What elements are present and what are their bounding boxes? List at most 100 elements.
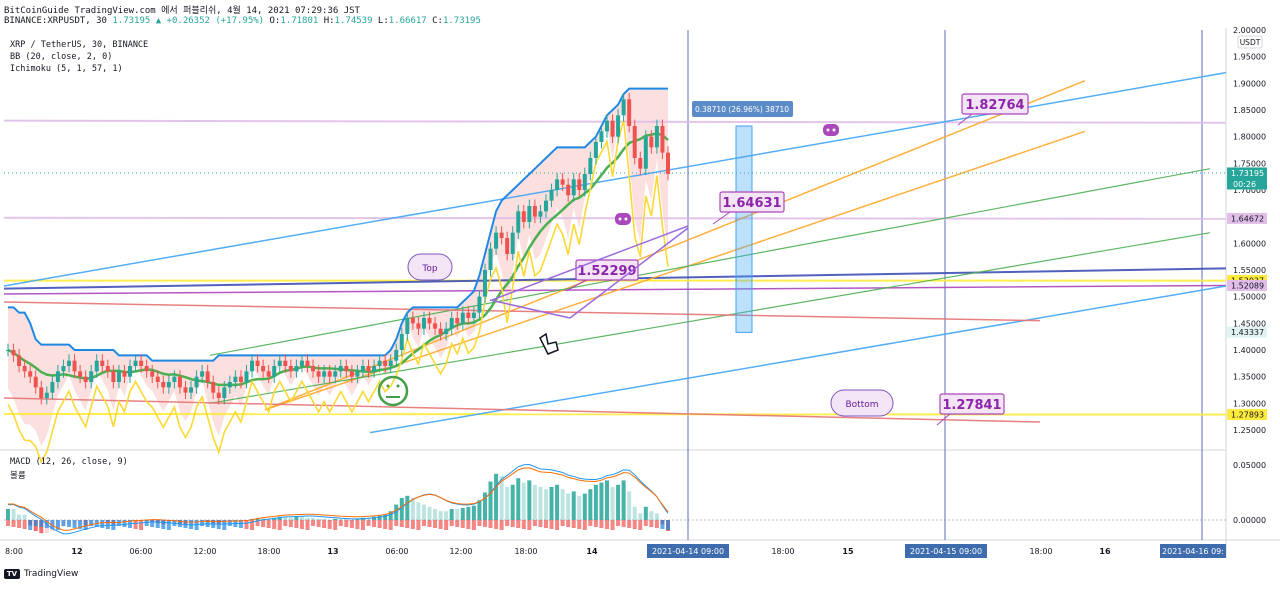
legend-ichimoku[interactable]: Ichimoku (5, 1, 57, 1): [10, 64, 123, 74]
candle-body: [22, 366, 27, 372]
volume-bar: [28, 520, 33, 530]
time-highlight-label: 2021-04-14 09:00: [652, 547, 724, 556]
footer-brand[interactable]: TradingView: [24, 569, 79, 579]
macd-bar: [555, 484, 560, 520]
volume-bar: [139, 520, 144, 530]
signal-line: [8, 467, 669, 531]
macd-bar: [288, 517, 293, 520]
candle-body: [477, 296, 482, 313]
legend-pair[interactable]: XRP / TetherUS, 30, BINANCE: [10, 40, 149, 50]
price-tick-label: 1.90000: [1233, 79, 1266, 88]
green-upper-line: [209, 168, 1211, 356]
volume-bar: [421, 520, 426, 526]
candle-body: [471, 312, 476, 318]
price-tag-box: [1227, 326, 1267, 338]
candle-body: [555, 179, 560, 190]
candle-body: [505, 238, 510, 254]
macd-bar: [261, 517, 266, 520]
low-label: L:: [377, 16, 389, 26]
candle-body: [222, 387, 227, 398]
volume-bar: [377, 520, 382, 528]
volume-bar: [499, 520, 504, 530]
candle-body: [205, 371, 210, 382]
change-label: 1.73195 ▲ +0.26352 (+17.95%): [112, 16, 265, 26]
price-tick-label: 1.80000: [1233, 133, 1266, 142]
candle-body: [294, 366, 299, 372]
candle-body: [255, 360, 260, 366]
volume-bar: [455, 520, 460, 527]
measure-label: 0.38710 (26.96%) 38710: [695, 105, 789, 114]
volume-bar: [477, 520, 482, 526]
volume-bar: [405, 520, 410, 528]
time-highlight-box: [1160, 544, 1226, 558]
macd-bar: [421, 504, 426, 520]
candle-body: [211, 382, 216, 393]
symbol-label: BINANCE:XRPUSDT, 30: [4, 16, 107, 26]
candle-body: [377, 360, 382, 366]
candle-body: [649, 136, 654, 148]
macd-bar: [532, 484, 537, 520]
volume-bar: [322, 520, 327, 528]
macd-bar: [599, 482, 604, 520]
macd-bar: [11, 509, 16, 520]
candle-body: [89, 371, 94, 382]
volume-bar: [416, 520, 421, 530]
candle-body: [67, 360, 72, 366]
volume-bar: [505, 520, 510, 526]
candle-body: [166, 382, 171, 388]
callout-label-0: 1.82764: [965, 98, 1024, 113]
macd-bar: [449, 509, 454, 520]
candle-body: [133, 360, 138, 366]
neutral-face-eye-icon: [396, 384, 400, 388]
price-tick-label: 1.85000: [1233, 106, 1266, 115]
legend-macd[interactable]: MACD (12, 26, close, 9): [10, 457, 128, 467]
macd-bar: [17, 514, 22, 520]
macd-bar: [521, 482, 526, 520]
volume-bar: [471, 520, 476, 530]
legend-bb[interactable]: BB (20, close, 2, 0): [10, 52, 113, 62]
volume-bar: [360, 520, 365, 530]
macd-bar: [311, 517, 316, 520]
candle-body: [610, 120, 615, 137]
macd-tick-label: 0.00000: [1233, 516, 1266, 525]
volume-bar: [55, 520, 60, 530]
macd-bar: [427, 506, 432, 520]
candle-body: [344, 366, 349, 372]
candle-body: [72, 360, 77, 372]
volume-bar: [372, 520, 377, 527]
macd-bar: [510, 484, 515, 520]
bb-upper-line: [8, 87, 668, 362]
volume-bar: [366, 520, 371, 526]
price-tag-box: [1227, 280, 1267, 292]
macd-histogram: [6, 473, 670, 534]
macd-bar: [344, 518, 349, 520]
candle-body: [510, 232, 515, 254]
candle-body: [599, 131, 604, 142]
volume-bar: [599, 520, 604, 528]
macd-bar: [560, 489, 565, 520]
macd-bar: [333, 518, 338, 520]
macd-bar: [366, 517, 371, 520]
volume-bar: [571, 520, 576, 528]
macd-bar: [322, 518, 327, 520]
volume-bar: [283, 520, 288, 526]
price-tick-label: 1.55000: [1233, 266, 1266, 275]
macd-bar: [516, 478, 521, 520]
candle-body: [416, 323, 421, 329]
time-highlight-label: 2021-04-15 09:00: [910, 547, 982, 556]
candle-body: [383, 360, 388, 366]
candle-body: [122, 371, 127, 377]
candle-body: [588, 158, 593, 174]
candle-body: [666, 152, 670, 174]
volume-bar: [266, 520, 271, 528]
measure-box: [735, 125, 753, 333]
callout-label-3: 1.27841: [942, 398, 1001, 413]
candle-body: [355, 371, 360, 377]
legend-volume[interactable]: 볼륨: [10, 471, 26, 481]
candle-body: [327, 371, 332, 377]
volume-bar: [543, 520, 548, 528]
candle-body: [161, 382, 166, 388]
candle-body: [433, 323, 438, 329]
candle-body: [577, 179, 582, 190]
